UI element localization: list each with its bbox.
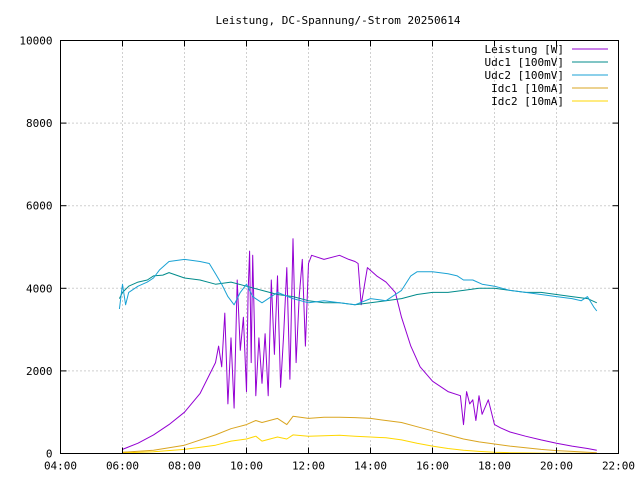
series-group (118, 238, 598, 454)
x-tick-label: 22:00 (602, 460, 635, 473)
y-tick-label: 10000 (19, 35, 52, 48)
legend-label: Udc1 [100mV] (485, 56, 564, 69)
series-line-1 (122, 238, 597, 451)
legend: Leistung [W]Udc1 [100mV]Udc2 [100mV]Idc1… (485, 43, 608, 108)
y-tick-label: 2000 (26, 365, 53, 378)
x-tick-label: 16:00 (416, 460, 449, 473)
x-tick-label: 20:00 (540, 460, 573, 473)
legend-label: Idc1 [10mA] (491, 82, 564, 95)
legend-label: Leistung [W] (485, 43, 564, 56)
x-tick-label: 06:00 (106, 460, 139, 473)
x-tick-label: 04:00 (44, 460, 77, 473)
legend-label: Udc2 [100mV] (485, 69, 564, 82)
x-tick-label: 12:00 (292, 460, 325, 473)
y-tick-label: 8000 (26, 117, 53, 130)
series-line-5 (122, 434, 588, 454)
y-tick-label: 4000 (26, 282, 53, 295)
x-tick-label: 14:00 (354, 460, 387, 473)
y-tick-label: 0 (46, 448, 53, 461)
legend-label: Idc2 [10mA] (491, 95, 564, 108)
x-tick-label: 08:00 (168, 460, 201, 473)
chart-title: Leistung, DC-Spannung/-Strom 20250614 (215, 14, 460, 27)
axes-group: 04:00 06:00 08:00 10:00 12:00 14:00 16:00 18:00… (19, 35, 635, 473)
x-tick-label: 10:00 (230, 460, 263, 473)
y-tick-label: 6000 (26, 200, 53, 213)
plot-frame (60, 40, 619, 454)
series-line-4 (122, 415, 597, 454)
series-line-3 (118, 258, 598, 312)
x-tick-label: 18:00 (478, 460, 511, 473)
grid-lines (60, 40, 619, 454)
